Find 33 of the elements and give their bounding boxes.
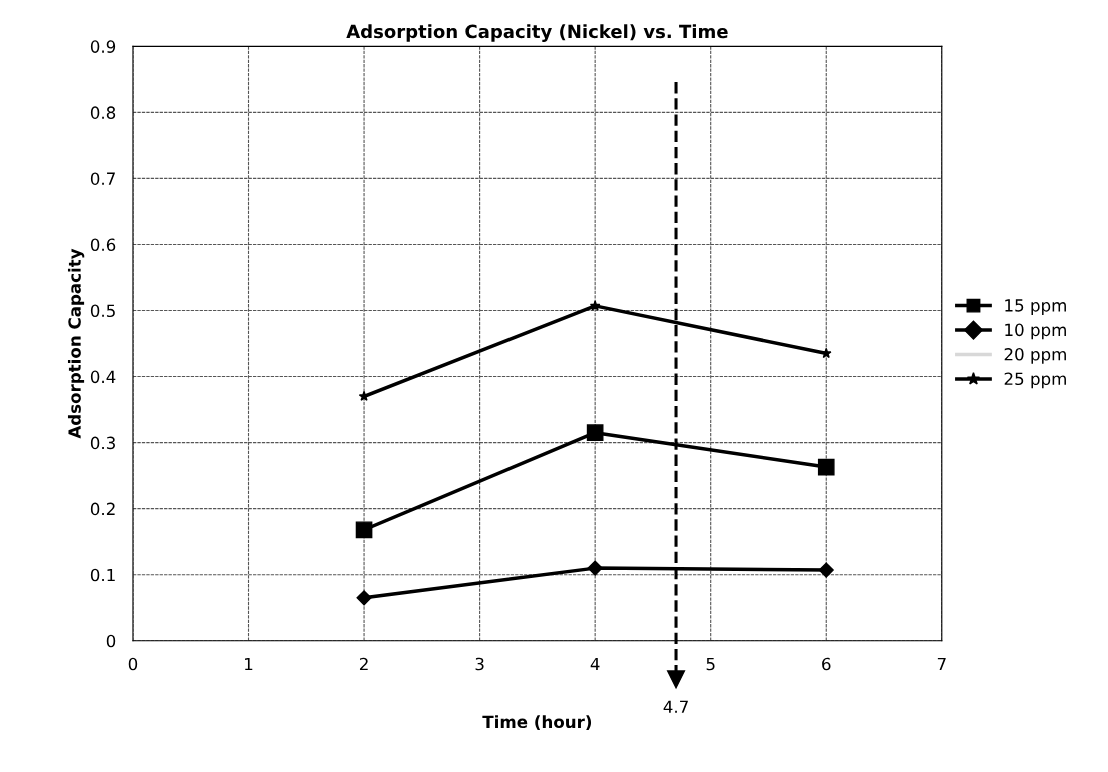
point xyxy=(586,424,604,442)
x-tick-label: 5 xyxy=(706,657,715,671)
x-tick-label: 7 xyxy=(937,657,946,671)
point xyxy=(589,300,601,311)
y-tick-label: 0.4 xyxy=(90,370,116,384)
point xyxy=(818,562,834,578)
x-tick-label: 4 xyxy=(590,657,600,671)
x-tick-label: 1 xyxy=(245,657,253,671)
y-axis-title: Adsorption Capacity xyxy=(67,248,85,439)
y-tick-label: 0.5 xyxy=(90,304,115,318)
y-tick-label: 0.6 xyxy=(90,238,116,252)
x-tick-label: 2 xyxy=(359,657,368,671)
y-tick-label: 0.1 xyxy=(90,568,115,582)
y-tick-label: 0.8 xyxy=(90,106,116,119)
legend-label: 15 ppm xyxy=(1005,299,1066,315)
y-tick-label: 0.2 xyxy=(90,502,115,516)
legend-label: 10 ppm xyxy=(1005,323,1066,340)
y-tick-label: 0.7 xyxy=(90,172,115,185)
x-tick-label: 6 xyxy=(822,657,831,671)
x-tick-label: 3 xyxy=(475,657,484,671)
x-axis-title: Time (hour) xyxy=(482,715,592,731)
legend-label: 20 ppm xyxy=(1004,348,1066,364)
chart-title: Adsorption Capacity (Nickel) vs. Time xyxy=(346,24,728,42)
point xyxy=(817,458,835,476)
point xyxy=(587,560,603,576)
y-tick-label: 0.3 xyxy=(90,436,115,450)
point xyxy=(356,590,372,606)
ref-line-label: 4.7 xyxy=(663,700,688,713)
point xyxy=(355,521,373,539)
y-tick-label: 0 xyxy=(106,634,116,648)
y-tick-label: 0.9 xyxy=(90,40,116,53)
x-tick-label: 0 xyxy=(128,657,138,671)
legend-label: 25 ppm xyxy=(1004,372,1066,389)
